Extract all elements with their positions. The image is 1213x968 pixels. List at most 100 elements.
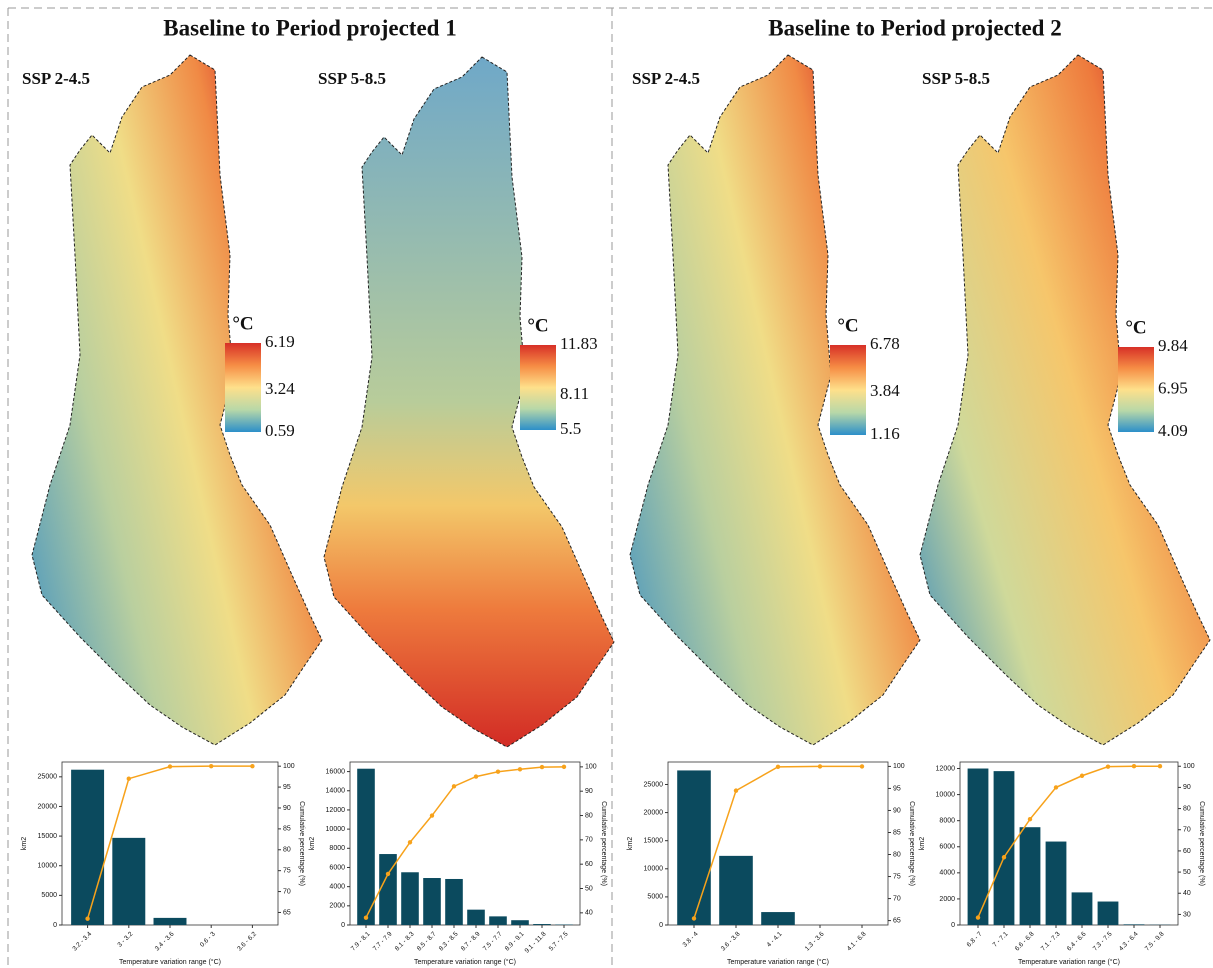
y-tick-label: 8000: [329, 845, 345, 852]
bar: [533, 924, 551, 925]
x-tick-label: 3.4 - 3.6: [154, 930, 176, 952]
cumulative-point: [85, 917, 89, 921]
y-tick-label: 4000: [329, 883, 345, 890]
cumulative-point: [250, 764, 254, 768]
colorbar: [520, 345, 556, 430]
y-tick-label: 6000: [329, 864, 345, 871]
bar: [357, 769, 375, 925]
x-tick-label: 8.1 - 8.3: [394, 930, 416, 952]
x-tick-label: 7.1 - 7.3: [1040, 930, 1062, 952]
y-tick-label: 6000: [939, 844, 955, 851]
y2-tick-label: 30: [1183, 911, 1191, 918]
x-tick-label: 4.3 - 6.4: [1118, 930, 1140, 952]
x-tick-label: 6.4 - 6.6: [1066, 930, 1088, 952]
y2-tick-label: 95: [893, 785, 901, 792]
cumulative-point: [209, 764, 213, 768]
y2-tick-label: 85: [283, 826, 291, 833]
y-tick-label: 12000: [936, 765, 956, 772]
bar: [994, 771, 1015, 925]
bar: [1098, 902, 1119, 925]
y-tick-label: 15000: [644, 838, 664, 845]
y2-tick-label: 50: [1183, 869, 1191, 876]
y2-tick-label: 100: [283, 763, 295, 770]
x-tick-label: 7.7 - 7.9: [372, 930, 394, 952]
cumulative-point: [496, 770, 500, 774]
cumulative-point: [976, 915, 980, 919]
x-tick-label: 6.8 - 7: [966, 930, 984, 948]
bar: [71, 770, 104, 925]
bar: [489, 916, 507, 925]
y2-tick-label: 100: [1183, 763, 1195, 770]
x-tick-label: 7.3 - 7.5: [1092, 930, 1114, 952]
y-tick-label: 5000: [41, 892, 57, 899]
panel-title: Baseline to Period projected 1: [163, 15, 456, 40]
bar: [761, 912, 795, 925]
x-axis-label: Temperature variation range (°C): [1018, 958, 1120, 966]
map: [920, 55, 1210, 745]
y2-tick-label: 70: [1183, 827, 1191, 834]
colorbar-unit: °C: [837, 315, 858, 336]
y-axis-label: km2: [309, 837, 316, 850]
cumulative-point: [474, 774, 478, 778]
cumulative-point: [860, 764, 864, 768]
colorbar-tick-label: 6.78: [870, 334, 900, 353]
bar: [1046, 842, 1067, 925]
x-tick-label: 3.2 - 3.4: [71, 930, 93, 952]
y-tick-label: 14000: [326, 788, 346, 795]
y-tick-label: 8000: [939, 818, 955, 825]
panel-title: Baseline to Period projected 2: [768, 15, 1061, 40]
y-tick-label: 25000: [644, 781, 664, 788]
x-tick-label: 0.6 - 3: [199, 930, 217, 948]
bar: [445, 879, 463, 925]
x-axis-label: Temperature variation range (°C): [727, 958, 829, 966]
y-tick-label: 25000: [38, 774, 58, 781]
y-tick-label: 12000: [326, 807, 346, 814]
colorbar-tick-label: 8.11: [560, 384, 589, 403]
y2-tick-label: 100: [893, 763, 905, 770]
bar: [677, 770, 711, 925]
y-tick-label: 0: [951, 922, 955, 929]
cumulative-point: [818, 764, 822, 768]
map-label: SSP 5-8.5: [318, 69, 386, 88]
colorbar-tick-label: 6.95: [1158, 379, 1188, 398]
cumulative-point: [540, 765, 544, 769]
y-tick-label: 0: [53, 922, 57, 929]
y-tick-label: 2000: [329, 903, 345, 910]
y2-axis-label: Cumulative percentage (%): [298, 801, 305, 886]
x-tick-label: 8.7 - 8.9: [460, 930, 482, 952]
y-tick-label: 2000: [939, 896, 955, 903]
y2-tick-label: 60: [585, 861, 593, 868]
x-axis-label: Temperature variation range (°C): [414, 958, 516, 966]
y2-tick-label: 80: [1183, 805, 1191, 812]
colorbar-tick-label: 0.59: [265, 421, 295, 440]
colorbar-unit: °C: [527, 315, 548, 336]
colorbar-tick-label: 9.84: [1158, 336, 1188, 355]
y2-tick-label: 70: [585, 837, 593, 844]
colorbar-tick-label: 3.84: [870, 381, 900, 400]
x-tick-label: 7.9 - 8.1: [350, 930, 372, 952]
y-tick-label: 0: [659, 922, 663, 929]
x-tick-label: 8.3 - 8.5: [438, 930, 460, 952]
cumulative-point: [1054, 785, 1058, 789]
x-tick-label: 3.6 - 3.8: [720, 930, 742, 952]
y2-tick-label: 50: [585, 885, 593, 892]
y2-tick-label: 65: [893, 917, 901, 924]
y2-tick-label: 60: [1183, 848, 1191, 855]
y2-axis-label: Cumulative percentage (%): [908, 801, 915, 886]
cumulative-point: [692, 916, 696, 920]
map-label: SSP 2-4.5: [632, 69, 700, 88]
y-tick-label: 20000: [38, 803, 58, 810]
y-tick-label: 0: [341, 922, 345, 929]
cumulative-point: [1028, 817, 1032, 821]
cumulative-point: [776, 765, 780, 769]
y2-tick-label: 40: [1183, 890, 1191, 897]
colorbar: [225, 343, 261, 432]
cumulative-point: [408, 840, 412, 844]
bar: [467, 910, 485, 925]
x-tick-label: 4.1 - 6.8: [846, 930, 868, 952]
x-tick-label: 3.8 - 4: [682, 930, 700, 948]
plot-frame: [960, 762, 1178, 925]
colorbar-tick-label: 3.24: [265, 379, 295, 398]
cumulative-point: [127, 777, 131, 781]
cumulative-point: [1002, 855, 1006, 859]
